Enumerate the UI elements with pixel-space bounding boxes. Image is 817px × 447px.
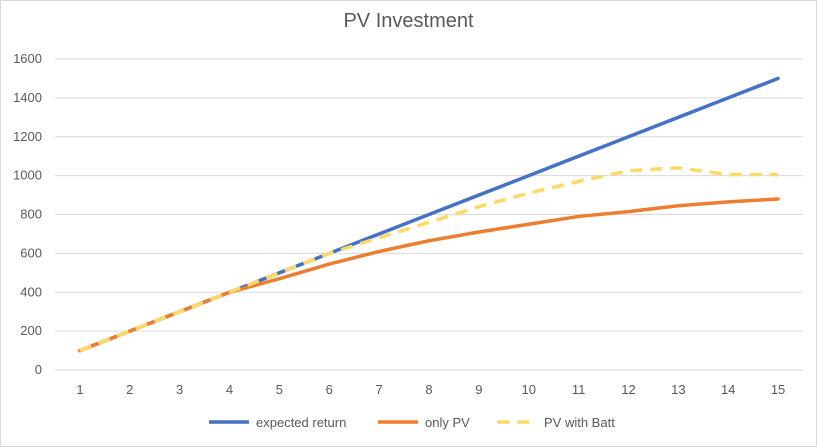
legend-label: expected return (256, 415, 346, 430)
x-tick-label: 11 (572, 382, 586, 397)
y-tick-label: 1200 (13, 129, 42, 144)
gridlines (55, 58, 803, 371)
y-tick-label: 400 (20, 284, 42, 299)
x-tick-label: 4 (226, 382, 233, 397)
x-axis-ticks: 1 2 3 4 5 6 7 8 9 10 11 12 13 14 15 (76, 382, 785, 397)
y-tick-label: 1600 (13, 51, 42, 66)
x-tick-label: 14 (721, 382, 735, 397)
x-tick-label: 10 (521, 382, 535, 397)
legend-label: PV with Batt (544, 415, 615, 430)
y-axis-ticks: 0 200 400 600 800 1000 1200 1400 1600 (13, 51, 42, 377)
y-tick-label: 0 (35, 362, 42, 377)
y-tick-label: 800 (20, 207, 42, 222)
legend: expected return only PV PV with Batt (209, 415, 615, 430)
y-tick-label: 1000 (13, 168, 42, 183)
x-tick-label: 12 (621, 382, 635, 397)
x-tick-label: 3 (176, 382, 183, 397)
legend-label: only PV (425, 415, 470, 430)
y-tick-label: 600 (20, 245, 42, 260)
series-line-1 (78, 197, 780, 353)
x-tick-label: 15 (771, 382, 785, 397)
y-tick-label: 1400 (13, 90, 42, 105)
series-line-2 (79, 166, 779, 353)
chart-title: PV Investment (343, 10, 474, 32)
x-tick-label: 7 (376, 382, 383, 397)
series-lines (78, 76, 780, 353)
x-tick-label: 1 (76, 382, 83, 397)
x-tick-label: 8 (425, 382, 432, 397)
x-tick-label: 6 (326, 382, 333, 397)
x-tick-label: 5 (276, 382, 283, 397)
x-tick-label: 13 (671, 382, 685, 397)
y-tick-label: 200 (20, 323, 42, 338)
x-tick-label: 2 (126, 382, 133, 397)
x-tick-label: 9 (475, 382, 482, 397)
